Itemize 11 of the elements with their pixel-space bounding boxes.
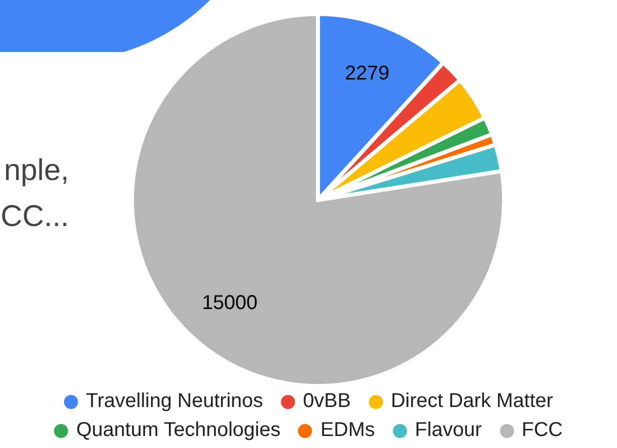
legend-label: Travelling Neutrinos xyxy=(86,390,264,413)
legend-label: Flavour xyxy=(414,419,482,442)
legend-label: EDMs xyxy=(320,419,375,442)
text: CC... xyxy=(0,200,69,234)
data-label: 15000 xyxy=(202,292,258,314)
legend-label: Quantum Technologies xyxy=(76,419,280,442)
data-label: 2279 xyxy=(344,62,390,84)
legend-label: Direct Dark Matter xyxy=(390,390,554,413)
legend-label: FCC xyxy=(522,419,563,442)
legend-label: 0vBB xyxy=(303,390,351,413)
text: nple, xyxy=(4,154,69,188)
